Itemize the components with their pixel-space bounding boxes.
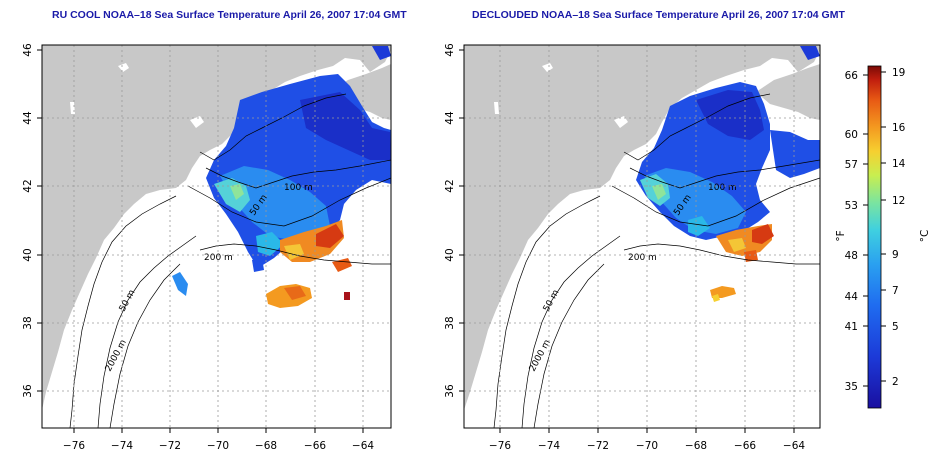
nova-scotia-land [756, 64, 820, 120]
fahrenheit-tick-label: 44 [845, 291, 859, 303]
celsius-tick-label: 7 [892, 285, 899, 297]
celsius-tick-label: 14 [892, 158, 906, 170]
lon-tick-label: −70 [207, 440, 229, 452]
lat-tick-label: 44 [22, 111, 34, 125]
lon-tick-label: −68 [255, 440, 277, 452]
lon-tick-label: −74 [111, 440, 133, 452]
lon-tick-label: −70 [636, 440, 658, 452]
land-mass [42, 45, 391, 410]
map-panel-left: 100 m 50 m 200 m 50 m 2000 m [22, 43, 392, 452]
celsius-tick-label: 16 [892, 122, 906, 134]
lat-tick-label: 36 [444, 384, 456, 398]
land-mass [464, 45, 820, 410]
lon-tick-label: −66 [304, 440, 326, 452]
lat-axis-right: 46 44 42 40 38 36 [444, 43, 456, 398]
graticule-left [42, 45, 391, 428]
fahrenheit-tick-label: 35 [845, 381, 858, 393]
celsius-tick-label: 5 [892, 321, 899, 333]
nova-scotia-land [330, 64, 391, 120]
colorbar-gradient [867, 65, 882, 409]
bathymetry-contours-right [493, 93, 820, 428]
lon-tick-label: −74 [538, 440, 560, 452]
fahrenheit-tick-label: 48 [845, 250, 858, 262]
fahrenheit-scale: 66 60 57 53 48 44 41 35 [845, 70, 859, 393]
lon-tick-label: −68 [685, 440, 707, 452]
map-title-left: RU COOL NOAA–18 Sea Surface Temperature … [52, 9, 407, 21]
bathymetry-contours-left [69, 93, 391, 428]
contour-label: 100 m [708, 183, 737, 193]
lat-tick-label: 40 [444, 248, 456, 261]
sst-field-left [172, 46, 391, 308]
lat-tick-label: 44 [444, 111, 456, 125]
lat-tick-label: 46 [22, 43, 34, 57]
celsius-scale: 19 16 14 12 9 7 5 2 [892, 67, 906, 388]
lon-tick-label: −64 [352, 440, 374, 452]
celsius-unit-label: °C [919, 230, 931, 243]
lat-tick-label: 42 [444, 179, 456, 192]
lon-axis-left: −76 −74 −72 −70 −68 −66 −64 [63, 440, 374, 452]
fahrenheit-tick-label: 57 [845, 159, 858, 171]
celsius-tick-label: 12 [892, 195, 905, 207]
fahrenheit-unit-label: °F [835, 230, 847, 241]
lat-axis-left: 46 44 42 40 38 36 [22, 43, 34, 398]
lon-axis-right: −76 −74 −72 −70 −68 −66 −64 [489, 440, 805, 452]
graticule-right [464, 45, 820, 428]
contour-label: 100 m [284, 183, 313, 193]
fahrenheit-tick-label: 53 [845, 200, 858, 212]
fahrenheit-tick-label: 66 [845, 70, 859, 82]
colorbar: 66 60 57 53 48 44 41 35 19 16 14 12 9 7 … [835, 65, 931, 409]
contour-label: 200 m [628, 253, 657, 263]
lat-tick-label: 36 [22, 384, 34, 398]
map-title-right: DECLOUDED NOAA–18 Sea Surface Temperatur… [472, 9, 845, 21]
lon-tick-label: −64 [783, 440, 805, 452]
lon-tick-label: −76 [63, 440, 85, 452]
lat-tick-label: 38 [444, 316, 456, 329]
lat-tick-label: 42 [22, 179, 34, 192]
lon-tick-label: −72 [587, 440, 609, 452]
lon-tick-label: −66 [734, 440, 756, 452]
lat-tick-label: 40 [22, 248, 34, 261]
celsius-tick-label: 19 [892, 67, 905, 79]
contour-label: 200 m [204, 253, 233, 263]
fahrenheit-tick-label: 41 [845, 321, 858, 333]
fahrenheit-tick-label: 60 [845, 129, 858, 141]
celsius-tick-label: 9 [892, 249, 899, 261]
lon-tick-label: −72 [159, 440, 181, 452]
map-panel-right: 100 m 50 m 200 m 50 m 2000 m [444, 43, 821, 452]
lon-tick-label: −76 [489, 440, 511, 452]
celsius-tick-label: 2 [892, 376, 899, 388]
lat-tick-label: 46 [444, 43, 456, 57]
lat-tick-label: 38 [22, 316, 34, 329]
